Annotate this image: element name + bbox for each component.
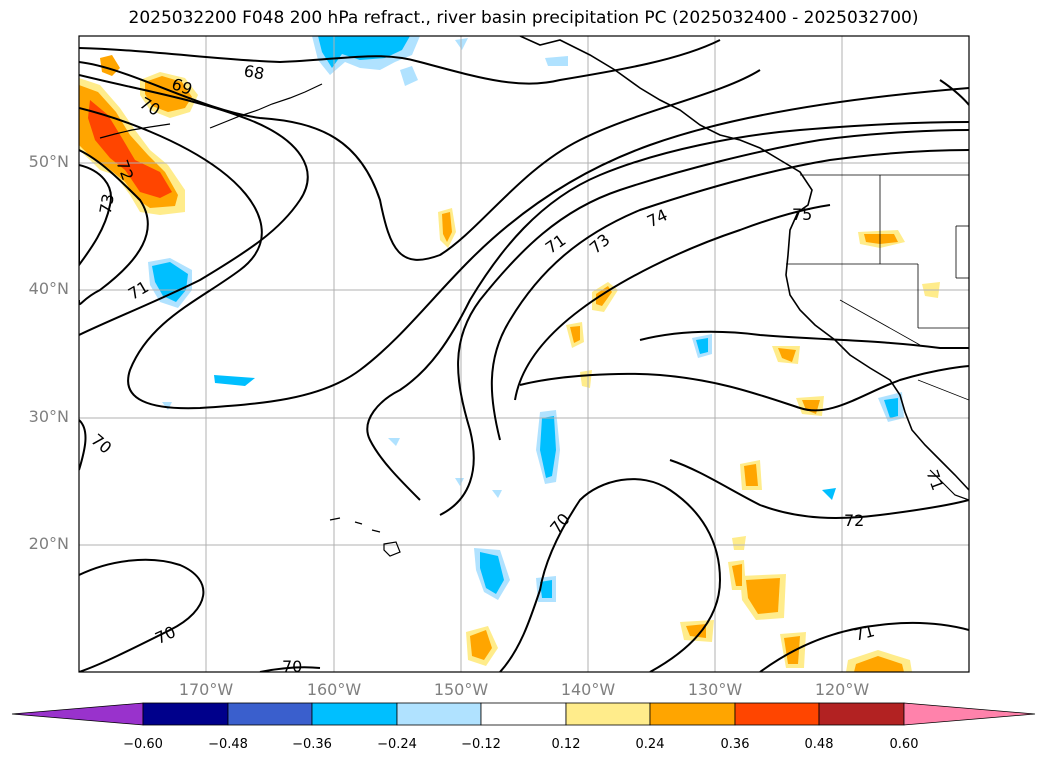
colorbar-swatch — [227, 702, 313, 726]
coast-aleutians-w — [99, 123, 171, 139]
shade-patch-b-s6 — [822, 488, 836, 500]
contour-71-mid — [366, 121, 969, 501]
colorbar-swatch — [818, 702, 905, 726]
colorbar-swatch — [311, 702, 398, 726]
contour-label: 75 — [792, 205, 812, 224]
colorbar-tick: −0.48 — [208, 737, 248, 752]
shade-patch-o5o — [686, 624, 706, 638]
shade-patch-o7o — [854, 656, 904, 672]
colorbar-tick: 0.36 — [720, 737, 750, 752]
lon-label: 140°W — [560, 680, 616, 699]
contour-74-ne — [939, 79, 969, 106]
colorbar-swatch — [649, 702, 736, 726]
colorbar-tick: −0.36 — [292, 737, 332, 752]
lon-label: 170°W — [178, 680, 234, 699]
lat-label: 40°N — [28, 279, 69, 298]
shade-patch-y3o — [570, 326, 580, 343]
contour-70-sw2 — [79, 419, 87, 471]
colorbar-swatch — [142, 702, 229, 726]
coast-aleutians — [209, 83, 323, 129]
coast-pnw — [785, 211, 969, 491]
coastlines — [99, 36, 969, 557]
contour-70-bottom — [259, 666, 321, 672]
contour-71-w — [79, 74, 309, 336]
shade-patch-b-s1-d — [480, 552, 504, 594]
colorbar-swatch — [11, 702, 144, 726]
shade-patch-o3o — [746, 578, 780, 614]
shade-patch-y5o — [778, 348, 796, 362]
contour-70-nw — [79, 87, 969, 410]
colorbar-swatch — [903, 702, 1036, 726]
shade-patch-y1o — [442, 212, 452, 242]
colorbar-swatch — [734, 702, 820, 726]
colorbar-swatch — [396, 702, 482, 726]
colorbar — [11, 702, 1036, 726]
map-frame — [78, 35, 970, 673]
shade-patch-b-coast-d — [884, 398, 898, 418]
contour-73 — [79, 164, 112, 267]
contour-68 — [79, 39, 721, 85]
shade-patch-o8 — [732, 536, 746, 550]
shade-patch-blue-top-dark — [318, 36, 410, 68]
coast-alaska — [519, 36, 813, 213]
contour-label: 68 — [242, 61, 265, 83]
contour-label: 71 — [852, 621, 877, 645]
contour-70-sw — [79, 558, 205, 672]
contour-71-s — [759, 621, 969, 672]
shade-patch-o4o — [732, 564, 742, 586]
lon-label: 150°W — [433, 680, 489, 699]
map-frame-bg — [79, 36, 969, 672]
lon-label: 130°W — [687, 680, 743, 699]
colorbar-tick: 0.60 — [889, 737, 919, 752]
colorbar-swatch — [480, 702, 567, 726]
colorbar-tick: 0.12 — [551, 737, 581, 752]
contour-74 — [490, 149, 969, 441]
shade-patch-blue-w-dark — [152, 262, 188, 302]
shade-patch-blue-top2 — [400, 66, 418, 86]
contour-72-se — [519, 365, 969, 412]
shade-patch-blue-top3 — [545, 56, 568, 66]
refractivity-contours — [79, 39, 969, 672]
contour-71-se — [639, 330, 969, 349]
colorbar-tick: 0.24 — [635, 737, 665, 752]
shade-patch-blue-w3 — [162, 402, 172, 410]
lat-label: 30°N — [28, 407, 69, 426]
contour-73-mid — [439, 129, 969, 516]
shade-patch-b-s5 — [388, 438, 400, 446]
lon-label: 160°W — [306, 680, 362, 699]
shade-patch-y7o — [864, 234, 898, 244]
shade-patch-o1o — [470, 630, 492, 660]
colorbar-tick: −0.60 — [123, 737, 163, 752]
colorbar-tick: 0.48 — [804, 737, 834, 752]
shade-patch-o2o — [744, 464, 758, 486]
shade-patch-b-s3 — [455, 478, 464, 486]
contour-70-s — [499, 478, 722, 672]
contour-72 — [79, 149, 149, 306]
borders — [786, 174, 969, 401]
shade-patch-b-s4 — [492, 490, 502, 498]
contour-72-s — [669, 459, 969, 519]
lon-label: 120°W — [814, 680, 870, 699]
shade-patch-b-s2-d — [540, 580, 552, 598]
precip-shading — [79, 36, 940, 672]
contour-label: 72 — [844, 511, 864, 530]
contour-label: 70 — [282, 657, 302, 676]
colorbar-tick: −0.12 — [461, 737, 501, 752]
shade-patch-blue-long-d — [540, 416, 556, 478]
shade-patch-blue-w2 — [214, 375, 255, 386]
colorbar-tick: −0.24 — [377, 737, 417, 752]
colorbar-swatch — [565, 702, 651, 726]
shade-patch-b-mid-d — [696, 338, 708, 354]
map-title: 2025032200 F048 200 hPa refract., river … — [128, 8, 919, 28]
contour-label: 73 — [96, 192, 118, 215]
shade-patch-o6o — [784, 636, 800, 664]
shade-patch-nw-red — [88, 100, 172, 198]
coast-baja — [929, 469, 969, 501]
contour-75 — [514, 204, 831, 401]
lat-label: 20°N — [28, 534, 69, 553]
lat-label: 50°N — [28, 152, 69, 171]
coast-hawaii — [329, 517, 401, 557]
